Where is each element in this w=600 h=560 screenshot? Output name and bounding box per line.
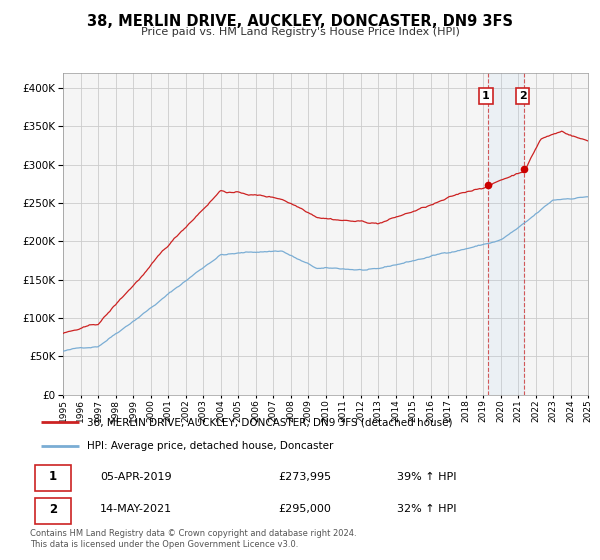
Text: 2: 2 bbox=[49, 503, 57, 516]
FancyBboxPatch shape bbox=[35, 465, 71, 491]
Text: £295,000: £295,000 bbox=[278, 505, 331, 515]
Bar bbox=[488, 73, 524, 395]
Text: 14-MAY-2021: 14-MAY-2021 bbox=[100, 505, 172, 515]
Text: 1: 1 bbox=[49, 470, 57, 483]
Text: 2: 2 bbox=[519, 91, 527, 101]
Text: £273,995: £273,995 bbox=[278, 472, 332, 482]
Text: 05-APR-2019: 05-APR-2019 bbox=[100, 472, 172, 482]
Text: Contains HM Land Registry data © Crown copyright and database right 2024.
This d: Contains HM Land Registry data © Crown c… bbox=[30, 529, 356, 549]
Text: Price paid vs. HM Land Registry's House Price Index (HPI): Price paid vs. HM Land Registry's House … bbox=[140, 27, 460, 37]
Text: 32% ↑ HPI: 32% ↑ HPI bbox=[397, 505, 457, 515]
Text: 38, MERLIN DRIVE, AUCKLEY, DONCASTER, DN9 3FS (detached house): 38, MERLIN DRIVE, AUCKLEY, DONCASTER, DN… bbox=[86, 417, 452, 427]
FancyBboxPatch shape bbox=[35, 498, 71, 524]
Text: 38, MERLIN DRIVE, AUCKLEY, DONCASTER, DN9 3FS: 38, MERLIN DRIVE, AUCKLEY, DONCASTER, DN… bbox=[87, 14, 513, 29]
Text: HPI: Average price, detached house, Doncaster: HPI: Average price, detached house, Donc… bbox=[86, 441, 333, 451]
Text: 39% ↑ HPI: 39% ↑ HPI bbox=[397, 472, 457, 482]
Text: 1: 1 bbox=[482, 91, 490, 101]
